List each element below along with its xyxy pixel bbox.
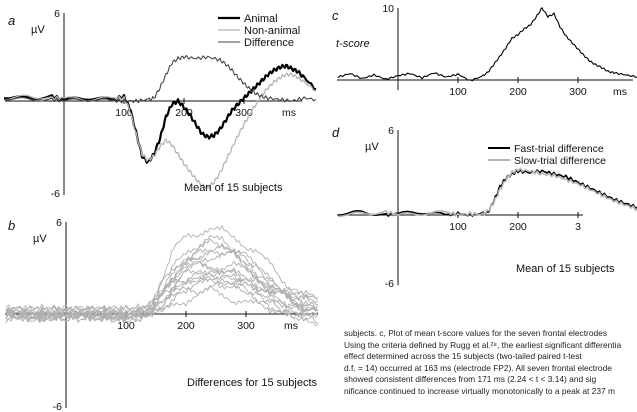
y-axis-label: t-score	[336, 38, 370, 50]
x-tick-label: 200	[509, 86, 527, 98]
legend-label: Difference	[244, 37, 294, 49]
y-tick-label: -6	[51, 188, 60, 200]
series-line-difference	[3, 54, 317, 104]
panel-annotation: Mean of 15 subjects	[184, 182, 283, 194]
y-tick-label: 6	[388, 125, 394, 137]
legend-label: Slow-trial difference	[514, 155, 606, 167]
subject-difference-line	[5, 249, 319, 323]
panel-annotation: Differences for 15 subjects	[187, 377, 318, 389]
x-tick-label: 200	[509, 221, 527, 233]
x-tick-label: 300	[569, 86, 587, 98]
panel-letter: b	[8, 218, 15, 233]
series-line-slow-trial-difference	[337, 167, 637, 218]
x-tick-label: 100	[449, 86, 467, 98]
x-tick-label: 3	[575, 221, 581, 233]
x-tick-label: ms	[613, 86, 627, 98]
panel-c: 100 200 300 ms 10 t-score c	[332, 3, 637, 98]
caption-line-3: effect determined across the 15 subjects…	[344, 351, 582, 362]
x-tick-label: ms	[284, 320, 298, 332]
series-line-fast-trial-difference	[337, 168, 637, 217]
panel-letter: a	[8, 13, 15, 28]
subject-difference-line	[5, 261, 319, 323]
x-tick-label: 300	[237, 320, 255, 332]
caption-line-6: nificance continued to increase virtuall…	[344, 385, 615, 396]
legend-label: Fast-trial difference	[514, 143, 604, 155]
y-axis-label: µV	[365, 141, 379, 153]
y-tick-label: 10	[382, 3, 394, 15]
panel-annotation: Mean of 15 subjects	[516, 263, 615, 275]
x-tick-label: 100	[117, 320, 135, 332]
y-tick-label: -6	[385, 278, 394, 290]
subject-difference-line	[5, 242, 319, 322]
panel-letter: c	[332, 8, 339, 23]
subject-difference-line	[5, 248, 319, 322]
y-axis-label: µV	[33, 233, 47, 245]
caption-line-1: subjects. c, Plot of mean t-score values…	[344, 328, 608, 338]
figure-caption: subjects. c, Plot of mean t-score values…	[344, 328, 636, 398]
x-tick-label: 200	[177, 320, 195, 332]
caption-line-4: d.f. = 14) occurred at 163 ms (electrode…	[344, 362, 612, 373]
y-tick-label: 6	[54, 8, 60, 20]
legend-label: Non-animal	[244, 25, 300, 37]
y-tick-label: 6	[56, 217, 62, 229]
x-tick-label: ms	[282, 107, 296, 119]
x-tick-label: 100	[115, 107, 133, 119]
caption-line-2: Using the criteria defined by Rugg et al…	[344, 339, 622, 350]
x-tick-label: 100	[449, 221, 467, 233]
panel-d: 100 200 3 6 -6 µV d Fast-trial differenceSlow-t…	[332, 125, 637, 290]
panel-b: 100 200 300 ms 6 -6 µV b Differences for 15 subj…	[5, 217, 319, 412]
subject-difference-line	[5, 273, 319, 323]
panel-letter: d	[332, 125, 340, 140]
y-axis-label: µV	[31, 24, 45, 36]
tscore-line	[337, 7, 637, 82]
y-tick-label: -6	[53, 401, 62, 412]
subject-difference-line	[5, 278, 319, 327]
caption-line-5: showed consistent differences from 171 m…	[344, 374, 597, 385]
legend-label: Animal	[244, 13, 278, 25]
series-line-non-animal	[3, 72, 317, 189]
